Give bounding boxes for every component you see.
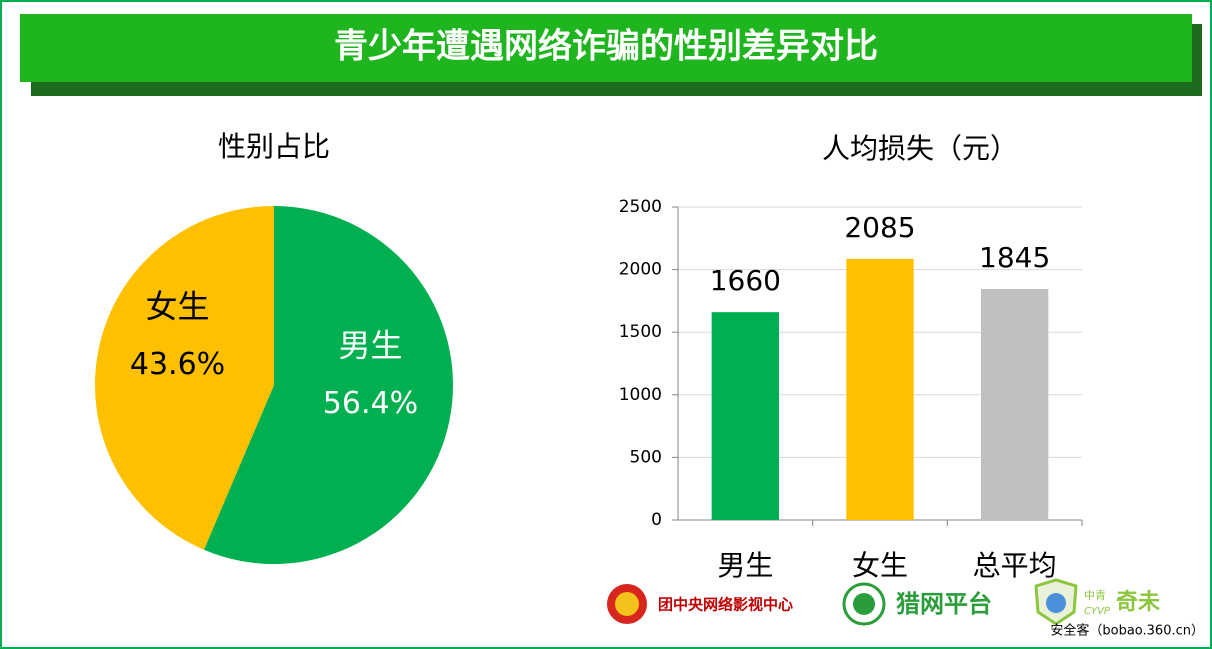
y-tick-label: 1000 (619, 385, 662, 405)
page-title: 青少年遭遇网络诈骗的性别差异对比 (334, 27, 878, 67)
x-tick-label: 男生 (717, 549, 773, 582)
y-tick-label: 2000 (619, 260, 662, 280)
logo-1: 团中央网络影视中心 (607, 584, 793, 624)
banner (20, 14, 1192, 82)
logo-2: 猎网平台 (842, 582, 992, 626)
slice-label: 女生 (146, 287, 210, 325)
logo-text: 猎网平台 (896, 590, 992, 618)
logo-text: 奇未 (1116, 589, 1160, 615)
pie-slice (94, 206, 274, 550)
slice-value-label: 43.6% (130, 347, 225, 382)
logo-icon (853, 593, 875, 615)
chart-title: 性别占比 (218, 130, 330, 163)
logo-text: 中青 (1084, 589, 1106, 602)
logo-icon (615, 592, 639, 616)
slice-label: 男生 (338, 327, 402, 365)
watermark: 安全客（bobao.360.cn） (1050, 623, 1204, 639)
y-tick-label: 1500 (619, 322, 662, 342)
bar (981, 289, 1049, 520)
logo-3: 中青 CYVP 奇未 (1034, 578, 1160, 626)
value-label: 1660 (710, 264, 781, 297)
x-tick-label: 女生 (852, 549, 908, 582)
logo-text: CYVP (1084, 606, 1111, 617)
logo-icon (842, 582, 886, 626)
logo-text: 团中央网络影视中心 (658, 596, 793, 614)
y-tick-label: 0 (651, 510, 662, 530)
bar (846, 258, 914, 520)
logo-icon (1046, 593, 1066, 613)
x-tick-label: 总平均 (973, 549, 1057, 582)
y-tick-label: 500 (630, 447, 662, 467)
bar (711, 312, 779, 520)
y-tick-label: 2500 (619, 197, 662, 217)
pie-slice (203, 206, 453, 564)
value-label: 1845 (979, 241, 1050, 274)
value-label: 2085 (844, 211, 915, 244)
slice-value-label: 56.4% (323, 386, 418, 421)
chart-title: 人均损失（元） (822, 132, 1018, 165)
